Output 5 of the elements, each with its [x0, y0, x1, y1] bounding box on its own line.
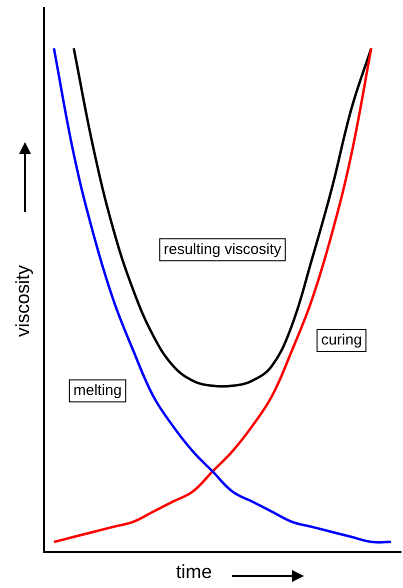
series-label: melting — [73, 382, 122, 399]
series-label: resulting viscosity — [164, 240, 282, 258]
y-axis-title: viscosity — [12, 265, 35, 337]
series-label: curing — [321, 332, 362, 349]
x-axis-title: time — [176, 562, 212, 584]
